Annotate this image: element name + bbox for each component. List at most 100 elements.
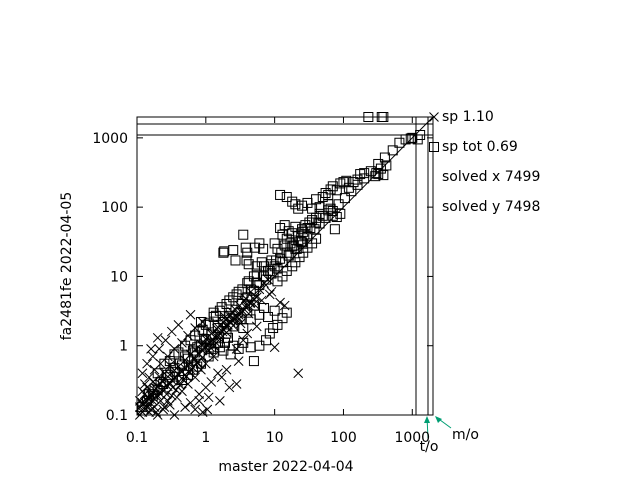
data-point-x [162,396,173,406]
legend-entry: solved x 7499 [442,169,540,185]
y-axis-label: fa2481fe 2022-04-05 [59,192,75,341]
data-point-x [264,289,275,300]
data-point-square [394,137,405,148]
data-point-square [174,358,185,369]
data-point-square [375,163,386,174]
data-point-square [231,289,242,300]
data-point-square [224,295,235,306]
data-point-square [302,222,313,233]
x-axis-label: master 2022-04-04 [218,459,353,475]
data-point-square [381,160,392,171]
data-point-square [238,229,249,240]
data-point-square [279,240,290,251]
data-point-square [281,307,292,318]
data-point-square [254,238,265,249]
data-point-square [348,177,359,188]
data-point-x [177,337,187,348]
memout-arrowhead [435,416,442,423]
data-point-square [283,250,294,261]
data-point-square [300,220,311,231]
data-point-square [245,314,256,325]
data-point-square [258,243,269,254]
data-point-square [327,210,338,221]
data-point-x [177,386,187,397]
data-point-square [339,193,350,204]
data-point-square [331,212,342,223]
data-point-x [171,385,181,395]
data-point-square [159,358,170,369]
plot-border [136,116,434,416]
data-point-square [218,316,229,327]
plot-frame [136,116,452,439]
y-tick-label: 10 [110,269,128,285]
data-point-x [293,368,304,379]
data-point-square [214,305,225,316]
y-tick-label: 100 [101,200,128,216]
data-point-x [137,368,148,379]
y-tick-label: 0.1 [106,408,128,424]
data-point-x [169,344,180,354]
data-point-square [291,243,302,254]
data-point-square [355,169,366,180]
data-point-square [254,340,265,351]
data-point-square [144,389,155,400]
data-point-square [251,268,262,279]
axis-ticks: 0.1 0.1 1 1 10 10 100 100 1000 1000 [92,117,433,446]
data-point-square [242,247,253,258]
diagonal-line [136,116,434,416]
data-point-square [228,245,239,256]
data-point-x [251,321,262,332]
data-point-square [275,189,286,200]
data-point-x [148,351,158,362]
data-point-square [208,307,219,318]
data-point-square [346,186,357,197]
data-point-square [276,247,287,258]
data-point-x [190,404,201,415]
data-point-x [275,297,285,308]
y-tick-label: 1 [119,339,128,355]
x-tick-label: 1000 [394,430,430,446]
data-point-square [325,184,336,195]
data-point-square [208,347,219,358]
data-point-square [407,132,418,143]
data-point-square [297,200,308,211]
data-point-square [272,243,283,254]
data-point-square [243,276,254,287]
data-point-square [149,383,160,394]
data-point-square [352,174,363,185]
data-point-square [248,356,259,367]
data-point-square [180,351,191,362]
data-point-square [293,203,304,214]
data-point-square [192,361,203,372]
data-point-x [185,397,196,408]
data-point-square [387,145,398,156]
data-point-x [142,358,152,369]
data-point-square [203,318,214,329]
data-point-x [139,379,150,389]
data-point-x [154,344,165,354]
data-point-x [245,298,255,309]
data-point-square [199,333,210,344]
data-point-square [311,194,322,205]
data-point-square [297,237,308,248]
data-point-square [331,185,342,196]
data-point-x [159,402,170,412]
legend-entry: solved y 7498 [442,199,540,215]
data-point-square [238,323,249,334]
x-tick-label: 1 [201,430,210,446]
data-point-square [266,255,277,266]
data-point-square [329,224,340,235]
data-point-x [185,309,196,320]
data-point-square [287,196,298,207]
data-point-x [175,380,185,390]
data-point-x [221,364,232,375]
data-point-square [220,337,231,348]
data-point-square [295,236,306,247]
data-point-square [359,168,370,179]
data-point-x [231,379,242,389]
data-point-square [200,335,211,346]
data-point-square [245,284,256,295]
data-point-x [202,404,213,415]
data-point-square [373,169,384,180]
